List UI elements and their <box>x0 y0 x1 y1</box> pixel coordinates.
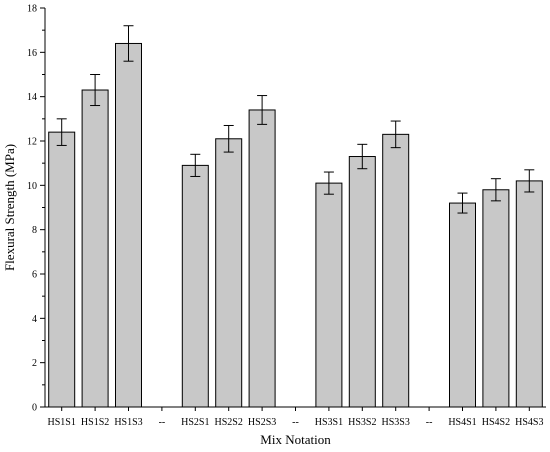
bar-HS1S3 <box>115 42 142 408</box>
bar-HS1S1 <box>48 131 76 408</box>
bar-HS3S1 <box>315 182 343 408</box>
x-tick-label: HS4S1 <box>448 417 476 428</box>
bar-HS4S3 <box>515 180 543 408</box>
x-tick-label: HS2S1 <box>181 417 209 428</box>
x-tick-label: HS3S2 <box>348 417 376 428</box>
x-tick-label: HS1S3 <box>114 417 142 428</box>
bar-HS2S3 <box>248 109 276 408</box>
bar-HS4S1 <box>449 202 476 408</box>
y-axis-title: Flexural Strength (MPa) <box>2 144 17 271</box>
y-tick-label: 4 <box>32 314 37 325</box>
x-tick-label: HS4S2 <box>482 417 510 428</box>
y-ticks-group: 0 2 4 6 8 10 12 14 16 18 <box>27 4 45 414</box>
x-tick-label: HS3S3 <box>382 417 410 428</box>
y-tick-label: 6 <box>32 270 37 281</box>
bars-group <box>48 42 543 408</box>
x-tick-label: -- <box>159 417 166 428</box>
bar-HS2S1 <box>181 164 209 408</box>
y-tick-label: 16 <box>27 48 37 59</box>
bar-HS4S2 <box>482 189 510 408</box>
x-axis-title: Mix Notation <box>260 432 331 447</box>
bar-HS3S2 <box>348 156 376 408</box>
x-tick-label: HS2S2 <box>215 417 243 428</box>
x-tick-label: -- <box>292 417 299 428</box>
y-tick-label: 18 <box>27 4 37 15</box>
error-bars-group <box>56 25 535 214</box>
y-tick-label: 8 <box>32 225 37 236</box>
x-tick-label: HS1S2 <box>81 417 109 428</box>
y-tick-label: 0 <box>32 403 37 414</box>
x-tick-label: HS1S1 <box>48 417 76 428</box>
x-tick-label: HS3S1 <box>315 417 343 428</box>
y-tick-label: 2 <box>32 358 37 369</box>
y-tick-label: 14 <box>27 92 37 103</box>
x-tick-label: -- <box>426 417 433 428</box>
bar-HS3S3 <box>382 133 410 408</box>
x-tick-label: HS2S3 <box>248 417 276 428</box>
y-tick-label: 12 <box>27 137 37 148</box>
x-ticks-group: HS1S1 HS1S2 HS1S3 -- HS2S1 HS2S2 HS2S3 -- HS3S1 H… <box>48 407 543 428</box>
x-tick-label: HS4S3 <box>515 417 543 428</box>
bar-HS1S2 <box>81 89 109 408</box>
bar-HS2S2 <box>215 138 243 408</box>
y-tick-label: 10 <box>27 181 37 192</box>
